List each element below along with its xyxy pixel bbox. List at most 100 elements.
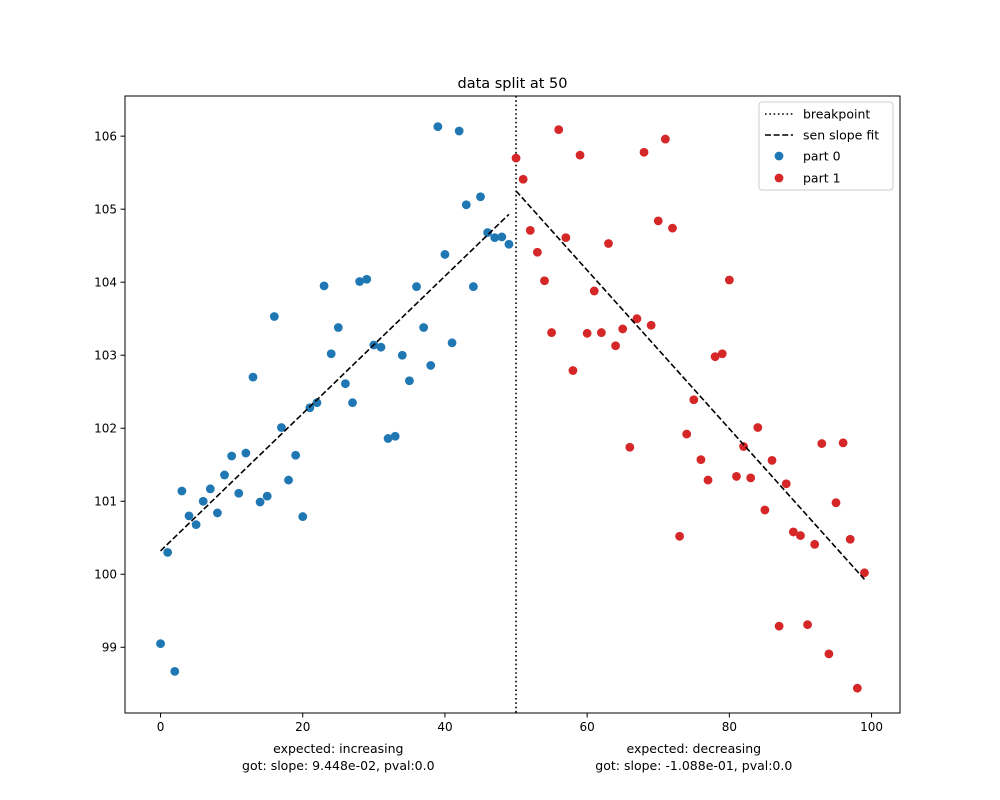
point-part-0-41: [447, 338, 457, 348]
point-part-0-45: [476, 192, 485, 202]
point-part-1-39: [788, 527, 798, 537]
point-part-1-13: [604, 239, 613, 248]
point-part-1-46: [838, 438, 848, 448]
point-part-0-33: [390, 431, 400, 441]
legend-part-1-marker: [774, 173, 784, 183]
point-part-1-35: [760, 505, 770, 515]
point-part-0-2: [170, 666, 180, 676]
point-part-1-18: [639, 147, 649, 157]
point-part-1-31: [732, 472, 741, 481]
legend: breakpoint sen slope fit part 0 part 1: [758, 101, 894, 191]
point-part-0-13: [248, 372, 258, 382]
point-part-0-24: [326, 349, 336, 359]
point-part-1-27: [703, 475, 713, 485]
point-part-1-5: [547, 328, 557, 337]
point-part-1-20: [653, 216, 663, 226]
y-tick-label-5: 104: [94, 275, 117, 289]
point-part-0-0: [156, 639, 165, 649]
point-part-1-11: [589, 286, 599, 296]
plot-frame: [124, 95, 901, 714]
point-part-1-33: [746, 473, 756, 483]
point-part-1-0: [511, 153, 521, 163]
y-tick-label-7: 106: [94, 129, 117, 143]
x-tick-label-2: 40: [437, 720, 452, 734]
point-part-1-30: [724, 275, 734, 285]
point-part-1-22: [668, 223, 677, 233]
point-part-0-47: [490, 233, 500, 243]
chart-title: data split at 50: [457, 76, 567, 92]
point-part-0-20: [298, 512, 308, 521]
point-part-1-2: [525, 225, 535, 235]
point-part-0-35: [405, 376, 414, 386]
point-part-1-32: [739, 442, 748, 451]
point-part-1-14: [611, 341, 620, 351]
point-part-0-8: [213, 508, 222, 518]
point-part-0-42: [454, 126, 464, 136]
point-part-1-43: [817, 439, 827, 448]
point-part-0-43: [461, 200, 471, 210]
point-part-1-25: [689, 395, 699, 405]
point-part-1-48: [852, 683, 862, 693]
point-part-0-34: [397, 350, 407, 360]
series-part-0: [156, 122, 514, 676]
sen-slope-fit-line-1: [515, 190, 866, 580]
point-part-1-24: [682, 429, 692, 439]
point-part-0-28: [355, 277, 365, 286]
point-part-1-40: [796, 531, 805, 540]
y-tick-label-4: 103: [94, 349, 117, 363]
point-part-0-49: [504, 239, 514, 249]
point-part-0-38: [426, 361, 436, 370]
point-part-0-27: [348, 398, 357, 408]
x-tick-label-4: 80: [722, 720, 737, 734]
point-part-0-44: [468, 282, 478, 291]
point-part-1-45: [831, 498, 841, 508]
point-part-1-19: [646, 320, 656, 330]
legend-box: [758, 101, 894, 191]
annotation-1-result: got: slope: -1.088e-01, pval:0.0: [595, 758, 792, 773]
point-part-1-41: [803, 620, 812, 630]
point-part-0-14: [255, 497, 265, 507]
point-part-0-4: [184, 511, 194, 521]
point-part-1-26: [696, 455, 706, 465]
point-part-0-1: [163, 547, 173, 557]
point-part-1-42: [810, 539, 820, 549]
point-part-0-7: [205, 484, 215, 494]
point-part-1-16: [625, 442, 635, 452]
annotation-0-result: got: slope: 9.448e-02, pval:0.0: [242, 758, 435, 773]
series-part-1: [511, 125, 869, 693]
point-part-1-10: [582, 328, 592, 338]
point-part-0-6: [198, 496, 208, 506]
point-part-0-5: [191, 520, 201, 530]
annotation-1-expected: expected: decreasing: [626, 741, 761, 756]
point-part-0-22: [312, 398, 322, 408]
point-part-0-26: [341, 379, 350, 389]
point-part-1-7: [561, 233, 571, 243]
point-part-0-40: [440, 250, 450, 259]
y-tick-label-1: 100: [94, 568, 117, 582]
point-part-0-36: [412, 282, 421, 291]
point-part-1-17: [632, 314, 642, 324]
point-part-1-1: [518, 174, 528, 184]
legend-fit-label: sen slope fit: [803, 128, 879, 143]
point-part-1-49: [860, 568, 869, 578]
x-tick-label-5: 100: [860, 720, 883, 734]
point-part-1-6: [554, 125, 564, 134]
point-part-1-9: [575, 150, 585, 160]
point-part-0-48: [497, 232, 507, 242]
point-part-1-47: [845, 534, 855, 544]
point-part-0-32: [383, 434, 393, 443]
point-part-1-34: [753, 423, 763, 432]
x-tick-label-3: 60: [580, 720, 595, 734]
x-tick-label-1: 20: [295, 720, 310, 734]
point-part-1-23: [675, 531, 684, 541]
point-part-0-19: [291, 450, 301, 460]
point-part-0-15: [262, 491, 272, 501]
y-tick-label-0: 99: [102, 641, 117, 655]
point-part-0-37: [419, 323, 429, 332]
legend-part-0-label: part 0: [803, 149, 841, 164]
point-part-1-15: [618, 324, 628, 334]
point-part-0-25: [333, 323, 343, 332]
point-part-0-11: [234, 488, 244, 498]
point-part-1-21: [660, 134, 670, 144]
